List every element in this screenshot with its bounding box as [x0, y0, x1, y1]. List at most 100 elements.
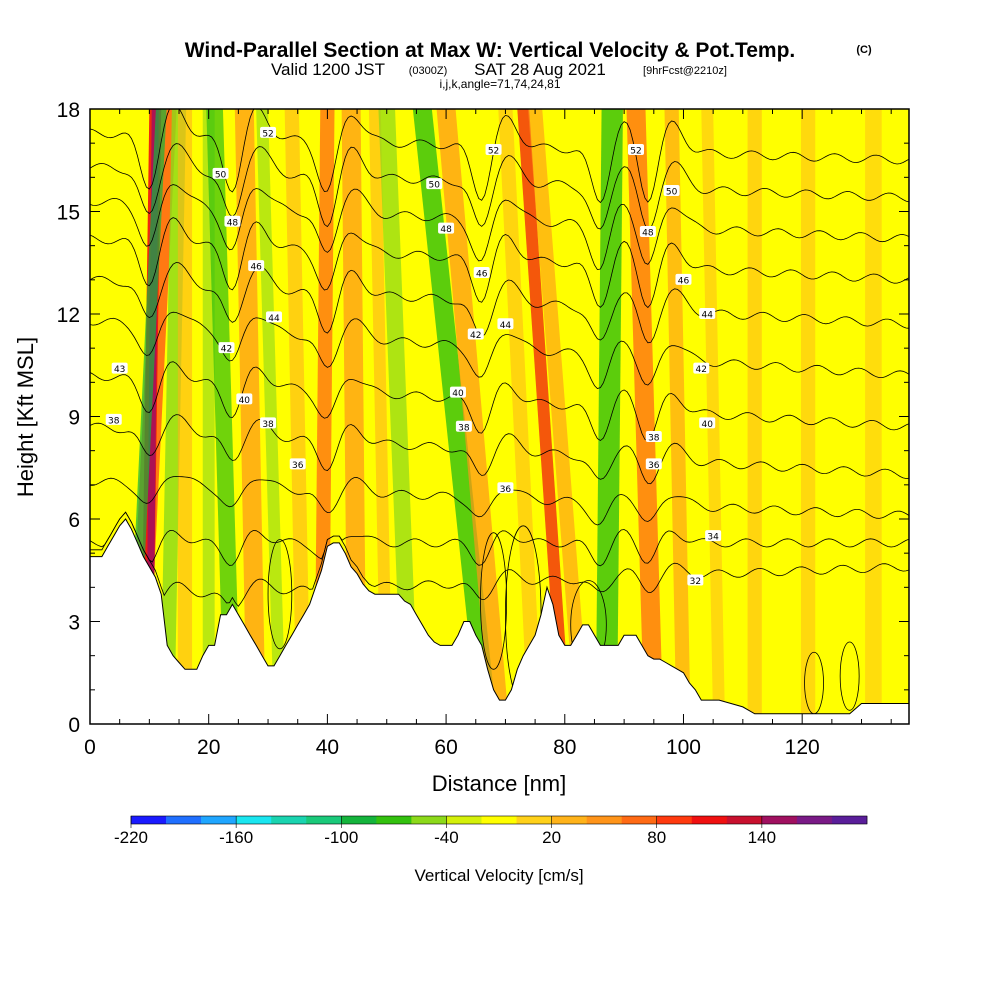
contour-label-43: 43 — [111, 362, 128, 375]
velocity-band-21 — [626, 109, 664, 724]
colorbar-swatch-8 — [411, 816, 447, 824]
velocity-band-7 — [206, 109, 241, 724]
colorbar-tick-label-20: 20 — [542, 828, 561, 847]
contour-label-50: 50 — [426, 178, 443, 191]
svg-text:44: 44 — [701, 311, 713, 321]
colorbar-tick-label-80: 80 — [647, 828, 666, 847]
y-tick-label-3: 3 — [68, 612, 80, 635]
velocity-band-22 — [664, 109, 691, 724]
velocity-band-16 — [436, 109, 509, 724]
svg-text:34: 34 — [707, 533, 719, 543]
local-contour-4 — [839, 641, 860, 711]
colorbar-swatch-18 — [761, 816, 798, 824]
subtitle-forecast: [9hrFcst@2210z] — [643, 65, 727, 77]
contour-label-48: 48 — [224, 215, 241, 228]
svg-text:50: 50 — [428, 181, 440, 191]
colorbar-swatch-14 — [621, 816, 658, 824]
contour-label-34: 34 — [705, 530, 722, 543]
contour-label-50: 50 — [212, 167, 229, 180]
svg-text:48: 48 — [227, 218, 239, 228]
velocity-field — [126, 109, 882, 724]
theta-contour-44 — [90, 262, 909, 344]
svg-text:38: 38 — [262, 420, 274, 430]
svg-text:32: 32 — [690, 577, 701, 587]
contour-label-44: 44 — [265, 311, 282, 324]
velocity-band-10 — [284, 109, 311, 724]
theta-contour-38 — [90, 414, 909, 485]
theta-contour-36 — [90, 476, 909, 526]
contour-label-48: 48 — [639, 226, 656, 239]
y-axis-label: Height [Kft MSL] — [13, 337, 38, 497]
theta-contour-50 — [90, 143, 909, 230]
y-tick-label-18: 18 — [57, 99, 80, 122]
colorbar-tick-label-140: 140 — [748, 828, 776, 847]
contour-label-38: 38 — [455, 420, 472, 433]
x-tick-label-80: 80 — [553, 736, 576, 759]
theta-contour-52 — [90, 109, 909, 204]
colorbar-swatch-7 — [376, 816, 412, 824]
velocity-band-19 — [527, 109, 590, 724]
contour-label-42: 42 — [218, 342, 235, 355]
colorbar-swatch-11 — [516, 816, 552, 824]
y-tick-label-9: 9 — [68, 407, 80, 430]
colorbar-tick-label--160: -160 — [219, 828, 253, 847]
svg-text:48: 48 — [440, 225, 452, 235]
svg-text:36: 36 — [648, 461, 660, 471]
colorbar-swatch-3 — [236, 816, 272, 824]
colorbar-tick-label--220: -220 — [114, 828, 148, 847]
x-tick-label-100: 100 — [666, 736, 701, 759]
velocity-band-13 — [368, 109, 393, 724]
contour-label-40: 40 — [449, 386, 466, 399]
colorbar-swatch-16 — [691, 816, 728, 824]
colorbar-swatch-13 — [586, 816, 622, 824]
velocity-band-17 — [498, 109, 543, 724]
svg-text:38: 38 — [648, 434, 660, 444]
svg-text:42: 42 — [696, 365, 707, 375]
colorbar-tick-label--100: -100 — [324, 828, 358, 847]
x-tick-label-60: 60 — [434, 736, 457, 759]
svg-text:52: 52 — [262, 129, 273, 139]
x-tick-label-120: 120 — [785, 736, 820, 759]
contour-label-52: 52 — [485, 144, 502, 157]
contour-label-32: 32 — [687, 574, 704, 587]
svg-text:52: 52 — [488, 147, 499, 157]
velocity-band-24 — [747, 109, 762, 724]
theta-contour-42 — [90, 311, 909, 389]
svg-text:36: 36 — [292, 461, 304, 471]
theta-contour-48 — [90, 184, 909, 271]
x-axis-label: Distance [nm] — [432, 771, 567, 796]
colorbar-swatch-9 — [446, 816, 482, 824]
svg-text:46: 46 — [250, 263, 262, 273]
subtitle-date: SAT 28 Aug 2021 — [474, 60, 606, 79]
svg-text:42: 42 — [221, 345, 232, 355]
contour-label-38: 38 — [105, 413, 122, 426]
colorbar-swatch-12 — [551, 816, 587, 824]
colorbar-title: Vertical Velocity [cm/s] — [414, 866, 583, 885]
colorbar-swatch-19 — [796, 816, 833, 824]
contour-label-46: 46 — [473, 267, 490, 280]
local-contour-5 — [267, 539, 293, 650]
contour-label-40: 40 — [699, 417, 716, 430]
svg-text:43: 43 — [114, 365, 125, 375]
svg-text:38: 38 — [108, 416, 120, 426]
svg-text:40: 40 — [239, 396, 251, 406]
x-tick-label-40: 40 — [316, 736, 339, 759]
subtitle-grid-indices: i,j,k,angle=71,74,24,81 — [439, 77, 560, 91]
theta-contour-40 — [90, 361, 909, 442]
local-contour-0 — [480, 532, 508, 670]
contour-label-46: 46 — [248, 260, 265, 273]
svg-text:48: 48 — [642, 229, 654, 239]
svg-text:50: 50 — [666, 188, 678, 198]
svg-text:42: 42 — [470, 331, 481, 341]
contour-label-40: 40 — [236, 393, 253, 406]
colorbar-tick-label--40: -40 — [434, 828, 459, 847]
subtitle-utc: (0300Z) — [409, 65, 448, 77]
contour-label-36: 36 — [645, 458, 662, 471]
y-tick-label-0: 0 — [68, 714, 80, 737]
contour-label-42: 42 — [693, 362, 710, 375]
svg-text:36: 36 — [500, 485, 512, 495]
velocity-band-5 — [177, 109, 193, 724]
y-tick-label-12: 12 — [57, 304, 80, 327]
terrain-mask — [90, 518, 909, 724]
